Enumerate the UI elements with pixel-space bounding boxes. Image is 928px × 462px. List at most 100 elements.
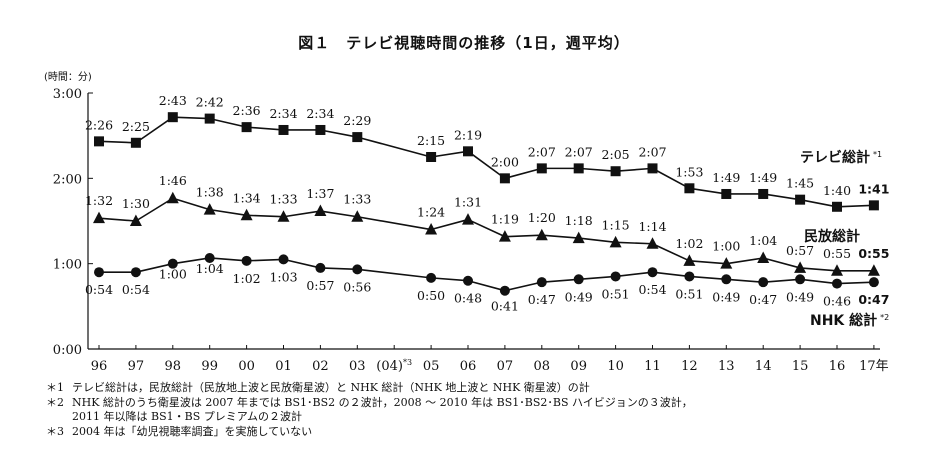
series-line-segment (246, 126, 284, 131)
data-label: 1:03 (269, 269, 297, 284)
data-label: 0:50 (417, 288, 445, 303)
y-tick-label: 3:00 (53, 87, 82, 102)
data-label: 1:31 (454, 195, 482, 210)
data-label: 0:46 (823, 294, 851, 309)
data-label: 1:34 (233, 190, 261, 205)
data-point-triangle (240, 208, 253, 221)
data-point-triangle (129, 214, 142, 226)
data-point-circle (647, 267, 658, 278)
series-line-segment (172, 116, 210, 120)
x-tick-label: 00 (238, 359, 255, 374)
data-point-triangle (831, 264, 843, 276)
data-point-triangle (425, 223, 438, 235)
data-point-square (647, 163, 658, 174)
series-line-segment (541, 234, 579, 239)
data-point-triangle (535, 228, 548, 241)
data-point-circle (573, 274, 584, 285)
series-name-label: テレビ総計 *1 (800, 149, 882, 166)
data-point-triangle (683, 254, 696, 266)
data-point-square (795, 194, 806, 205)
data-label: 1:30 (122, 196, 150, 211)
data-label: 0:49 (565, 289, 593, 304)
data-label: 0:57 (786, 243, 814, 258)
series-line-segment (726, 278, 764, 283)
series-line-segment (467, 279, 506, 292)
series-line-segment (800, 267, 838, 272)
data-point-circle (536, 277, 547, 288)
data-label: 0:49 (712, 289, 740, 304)
series-line-segment (135, 197, 174, 222)
x-tick-label: 17年 (859, 359, 889, 374)
data-point-square (832, 201, 842, 212)
series-line-segment (578, 237, 616, 244)
x-tick-label: 12 (681, 359, 698, 374)
data-label: 0:51 (602, 286, 630, 301)
data-label: 2:05 (602, 147, 630, 162)
series-line-segment (172, 257, 210, 265)
x-tick-label: 03 (349, 359, 366, 374)
data-point-triangle (462, 213, 474, 225)
data-label: 1:18 (565, 213, 593, 228)
data-point-circle (684, 271, 695, 282)
chart-title: 図１ テレビ視聴時間の推移（1日，週平均） (298, 34, 630, 52)
series-line-segment (689, 260, 727, 265)
data-label: 0:47 (528, 292, 556, 307)
x-tick-label: (04)*3 (376, 358, 412, 374)
data-point-square (499, 173, 510, 184)
data-point-triangle (757, 251, 770, 263)
data-point-square (352, 132, 363, 143)
data-label: 1:02 (675, 236, 703, 251)
x-tick-label: 08 (534, 359, 551, 374)
series-line-segment (615, 167, 653, 173)
series-line-segment (172, 197, 210, 211)
footnote-2: ＊2 NHK 総計のうち衛星波は 2007 年までは BS1･BS2 の２波計，2… (46, 396, 906, 411)
series-name-note-mark: *1 (873, 150, 882, 159)
y-axis-unit-label: (時間：分) (44, 72, 92, 83)
data-label: 1:00 (712, 239, 740, 254)
series-line-segment (98, 140, 136, 144)
data-point-square (758, 188, 769, 199)
data-label: 2:07 (528, 144, 556, 159)
series-line-segment (726, 257, 764, 265)
footnote-2-text: NHK 総計のうち衛星波は 2007 年までは BS1･BS2 の２波計，200… (72, 395, 693, 409)
x-tick-label: 16 (829, 359, 846, 374)
data-point-circle (758, 277, 769, 288)
x-tick-label: 09 (570, 359, 587, 374)
series-line-segment (320, 267, 358, 271)
x-tick-label: 13 (718, 359, 735, 374)
series-line-segment (763, 278, 801, 283)
data-point-triangle (314, 204, 327, 217)
series-line-segment (430, 218, 469, 231)
series-line-segment (578, 167, 616, 173)
data-label: 2:07 (638, 144, 666, 159)
data-point-triangle (867, 264, 880, 276)
data-label: 0:47 (858, 292, 889, 307)
series-line-segment (689, 187, 727, 195)
series-line-segment (467, 150, 506, 179)
data-label: 1:02 (233, 271, 261, 286)
y-tick-label: 2:00 (53, 172, 82, 187)
data-label: 1:00 (159, 267, 187, 282)
series-line-segment (836, 281, 874, 285)
series-line-segment (763, 193, 801, 201)
series-line-segment (320, 129, 358, 138)
data-point-square (94, 136, 104, 147)
data-label: 2:43 (159, 93, 187, 108)
footnote-1: ＊1 テレビ総計は，民放総計（民放地上波と民放衛星波）と NHK 総計（NHK 地… (46, 381, 906, 396)
data-label: 0:48 (454, 291, 482, 306)
data-label: 0:57 (306, 278, 334, 293)
data-point-circle (278, 254, 289, 265)
footnotes: ＊1 テレビ総計は，民放総計（民放地上波と民放衛星波）と NHK 総計（NHK 地… (46, 381, 906, 439)
data-label: 0:54 (122, 282, 150, 297)
data-point-circle (499, 285, 510, 296)
data-point-circle (426, 272, 437, 283)
series-line-segment (320, 210, 358, 218)
series-line-segment (652, 243, 690, 262)
data-point-circle (130, 267, 141, 278)
series-line-segment (652, 271, 690, 278)
data-point-triangle (277, 210, 290, 222)
footnote-1-mark: ＊1 (46, 381, 64, 394)
series-line-segment (283, 210, 321, 218)
series-line-segment (578, 275, 616, 281)
data-label: 1:04 (749, 233, 777, 248)
